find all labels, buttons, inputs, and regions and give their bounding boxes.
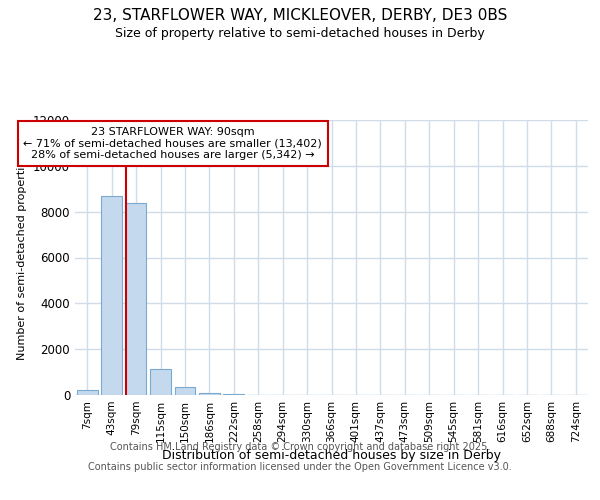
Bar [223,394,244,395]
Bar [125,202,146,395]
Bar [150,368,171,395]
Text: Contains HM Land Registry data © Crown copyright and database right 2025.: Contains HM Land Registry data © Crown c… [110,442,490,452]
Text: 23, STARFLOWER WAY, MICKLEOVER, DERBY, DE3 0BS: 23, STARFLOWER WAY, MICKLEOVER, DERBY, D… [93,8,507,22]
Bar [101,196,122,395]
Text: Contains public sector information licensed under the Open Government Licence v3: Contains public sector information licen… [88,462,512,472]
Text: 23 STARFLOWER WAY: 90sqm
← 71% of semi-detached houses are smaller (13,402)
28% : 23 STARFLOWER WAY: 90sqm ← 71% of semi-d… [23,127,322,160]
Bar [175,387,196,395]
Bar [199,393,220,395]
X-axis label: Distribution of semi-detached houses by size in Derby: Distribution of semi-detached houses by … [162,449,501,462]
Text: Size of property relative to semi-detached houses in Derby: Size of property relative to semi-detach… [115,28,485,40]
Bar [77,390,98,395]
Y-axis label: Number of semi-detached properties: Number of semi-detached properties [17,154,28,360]
